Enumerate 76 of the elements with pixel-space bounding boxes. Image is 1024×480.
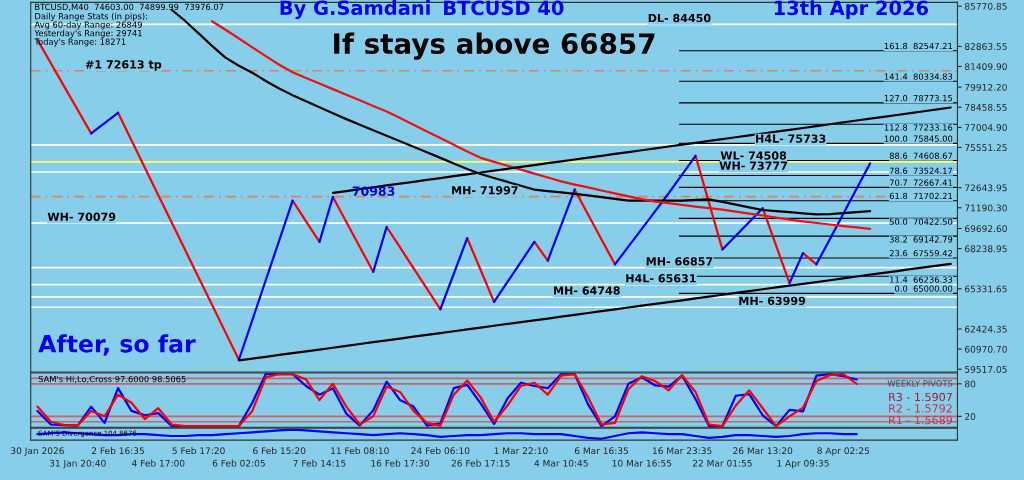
- y-tick-label: 80: [965, 380, 976, 388]
- ref-line-label: 78.6 73524.17: [889, 167, 953, 174]
- ref-line-label: MH- 71997: [452, 186, 518, 195]
- y-tick-label: 75551.25: [965, 144, 1007, 152]
- annotation: Daily Range Stats (in pips):: [35, 12, 147, 21]
- ref-line-label: 161.8 82547.21: [884, 42, 953, 50]
- y-tick-label: 77004.90: [965, 124, 1007, 131]
- annotation: By G.Samdani: [280, 0, 430, 20]
- ref-line-label: MH- 64748: [554, 286, 620, 295]
- y-tick-label: 78458.55: [965, 103, 1007, 111]
- ref-line-label: WH- 73777: [719, 161, 788, 170]
- category-label: 6 Feb 15:20: [253, 447, 306, 455]
- ref-line-label: 61.8 71702.21: [889, 192, 953, 200]
- y-tick-label: 85770.85: [965, 2, 1007, 10]
- ref-line-label: WH- 70079: [47, 212, 116, 221]
- category-label: 24 Feb 06:10: [411, 447, 470, 455]
- ref-line-label: 88.6 74608.67: [889, 152, 953, 159]
- category-label: 5 Feb 17:20: [172, 447, 225, 455]
- y-tick-label: 79912.20: [965, 83, 1007, 91]
- ref-line-label: H4L- 65631: [626, 274, 696, 283]
- annotation: 70983: [352, 186, 395, 196]
- annotation: R3 - 1.5907: [889, 392, 952, 402]
- y-tick-label: 65331.65: [965, 285, 1007, 293]
- category-label: 16 Feb 17:30: [371, 459, 430, 467]
- ref-line-label: 38.2 69142.79: [889, 236, 953, 243]
- ref-line-label: 70.7 72667.41: [889, 179, 953, 186]
- annotation: If stays above 66857: [334, 32, 655, 60]
- category-label: 11 Feb 08:10: [331, 447, 389, 455]
- category-label: 26 Mar 13:20: [733, 447, 793, 455]
- y-tick-label: 82863.55: [965, 43, 1007, 50]
- ref-line-label: DL- 84450: [648, 13, 711, 23]
- ref-line-label: MH- 66857: [646, 257, 713, 266]
- category-label: 4 Feb 17:00: [132, 459, 185, 467]
- y-tick-label: 71190.30: [965, 204, 1007, 212]
- category-label: 22 Mar 01:55: [692, 459, 752, 467]
- category-label: 6 Mar 16:35: [574, 447, 628, 455]
- category-label: 4 Mar 10:45: [534, 459, 588, 467]
- ref-line-label: 0.0 65000.00: [895, 285, 953, 292]
- category-label: 10 Mar 16:55: [612, 459, 672, 467]
- category-label: 26 Feb 17:15: [451, 459, 510, 467]
- ref-line-label: MH- 63999: [739, 296, 806, 306]
- category-label: 1 Apr 09:35: [777, 459, 829, 469]
- y-tick-label: 72643.95: [965, 184, 1007, 192]
- annotation: SAM's Hi,Lo,Cross 97.6000 98.5065: [38, 375, 186, 384]
- category-label: 31 Jan 20:40: [49, 459, 106, 469]
- category-label: 1 Mar 22:10: [494, 447, 548, 455]
- category-label: 30 Jan 2026: [11, 447, 64, 456]
- category-label: 8 Apr 02:25: [817, 447, 870, 456]
- annotation: Yesterday's Range: 29741: [34, 29, 142, 38]
- annotation: BTCUSD,M40 74603.00 74899.99 73976.07: [35, 3, 224, 11]
- annotation: 13th Apr 2026: [774, 0, 929, 20]
- y-tick-label: 59517.05: [965, 365, 1007, 373]
- ref-line-label: 127.0 78773.15: [884, 94, 953, 102]
- ref-line-label: WL- 74508: [720, 151, 787, 160]
- y-tick-label: 81409.90: [965, 63, 1007, 70]
- y-tick-label: 69692.60: [965, 225, 1007, 233]
- annotation: R2 - 1.5792: [889, 404, 952, 413]
- category-label: 16 Mar 23:35: [652, 447, 712, 455]
- ref-line-label: H4L- 75733: [756, 134, 826, 143]
- y-tick-label: 68238.95: [965, 245, 1007, 253]
- y-tick-label: 62424.35: [965, 325, 1007, 333]
- annotation: Avg 60-day Range: 26849: [34, 21, 142, 30]
- ref-line-label: 23.6 67559.42: [889, 250, 952, 257]
- ref-line-label: 11.4 66236.33: [890, 276, 953, 283]
- category-label: 7 Feb 14:15: [293, 459, 346, 467]
- y-tick-label: 60970.70: [965, 345, 1007, 353]
- y-tick-label: 20: [965, 413, 976, 420]
- chart-title: BTCUSD 40: [444, 0, 564, 16]
- ref-line-label: 112.8 77233.16: [884, 124, 953, 131]
- annotation: After, so far: [38, 334, 196, 356]
- ref-line-label: 100.0 75845.00: [884, 135, 953, 142]
- category-label: 6 Feb 02:05: [212, 459, 265, 467]
- ref-line-label: #1 72613 tp: [85, 60, 162, 71]
- ref-line-label: 141.4 80334.83: [884, 73, 953, 80]
- ref-line-label: 50.0 70422.50: [889, 218, 953, 225]
- category-label: 2 Feb 16:35: [91, 447, 144, 455]
